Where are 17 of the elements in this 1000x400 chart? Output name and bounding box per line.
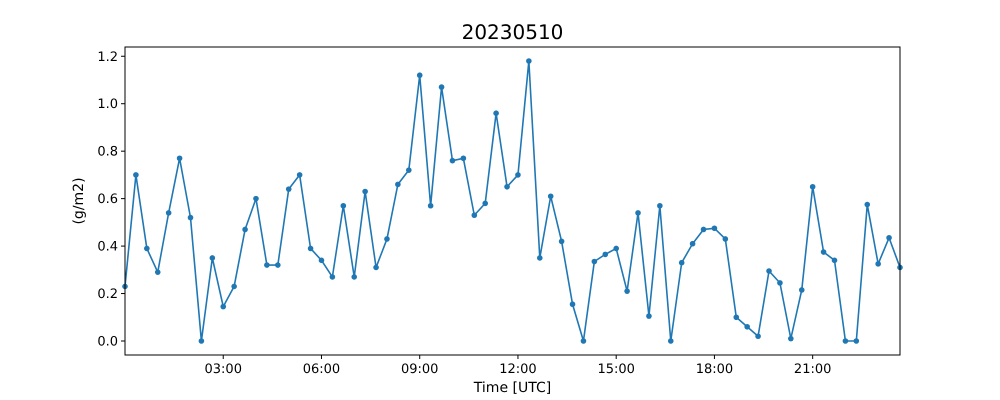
x-tick-label: 18:00 xyxy=(696,362,734,377)
y-axis-title: (g/m2) xyxy=(71,177,87,225)
y-tick-label: 1.2 xyxy=(97,50,118,65)
y-tick-label: 0.8 xyxy=(97,144,118,160)
y-tick-label: 0.6 xyxy=(97,192,118,208)
y-tick-label: 0.2 xyxy=(97,287,118,302)
x-tick-label: 21:00 xyxy=(794,362,832,377)
x-tick-label: 09:00 xyxy=(400,362,438,377)
y-tick-label: 0.0 xyxy=(97,334,118,350)
chart-title: 20230510 xyxy=(462,20,564,44)
x-tick-label: 03:00 xyxy=(204,362,242,377)
x-tick-label: 15:00 xyxy=(597,362,635,377)
y-tick-label: 0.4 xyxy=(97,240,118,255)
x-tick-label: 06:00 xyxy=(302,362,340,377)
x-tick-label: 12:00 xyxy=(499,362,537,377)
y-tick-label: 1.0 xyxy=(97,97,118,112)
x-axis-title: Time [UTC] xyxy=(472,380,552,396)
